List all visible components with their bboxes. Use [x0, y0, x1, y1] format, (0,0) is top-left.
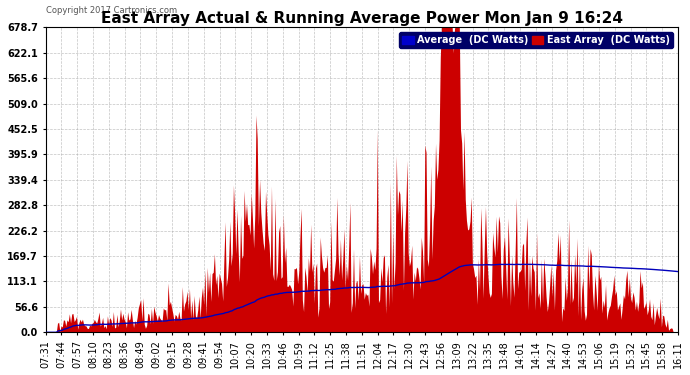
- Text: Copyright 2017 Cartronics.com: Copyright 2017 Cartronics.com: [46, 6, 177, 15]
- Legend: Average  (DC Watts), East Array  (DC Watts): Average (DC Watts), East Array (DC Watts…: [399, 32, 673, 48]
- Title: East Array Actual & Running Average Power Mon Jan 9 16:24: East Array Actual & Running Average Powe…: [101, 11, 623, 26]
